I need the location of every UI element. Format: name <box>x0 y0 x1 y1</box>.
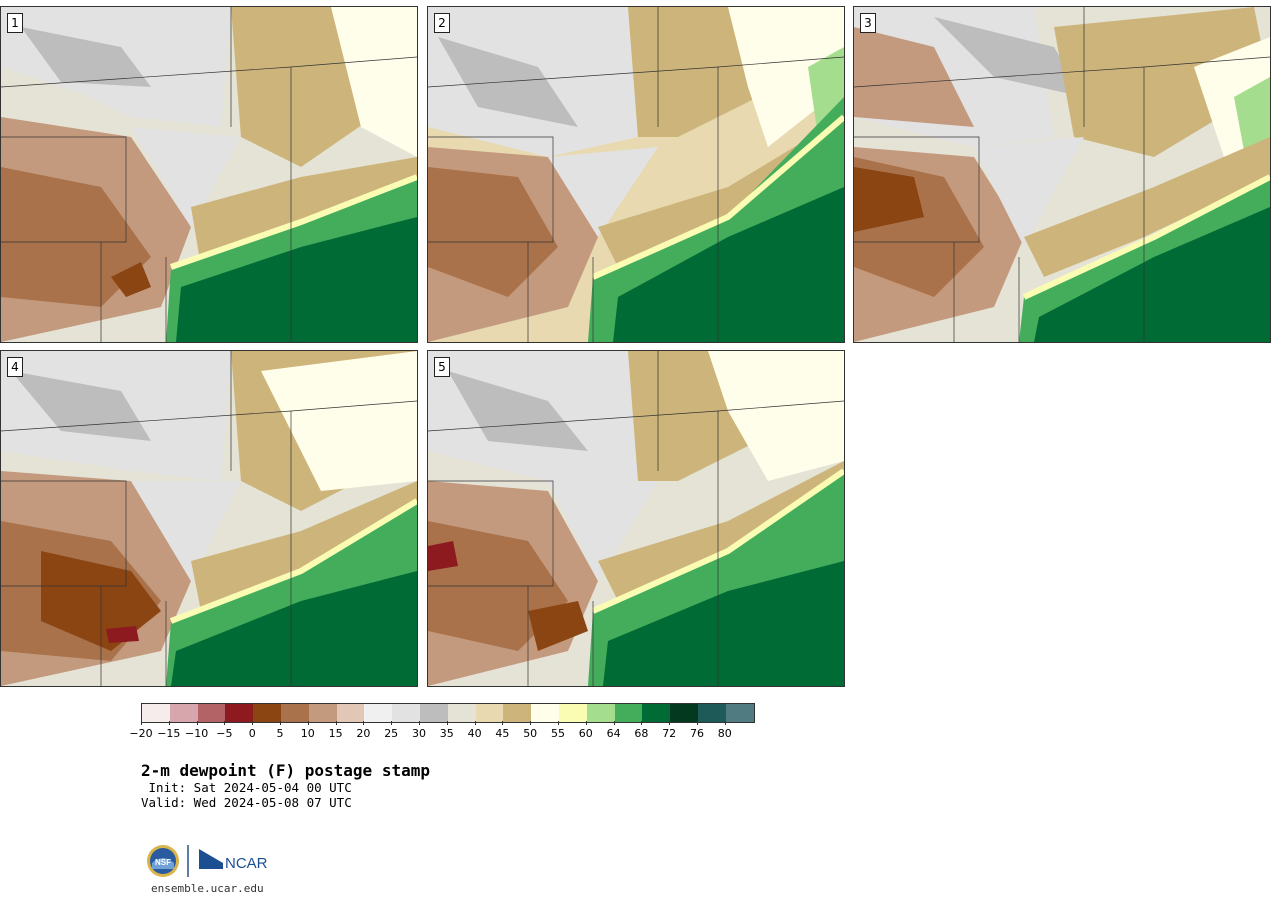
colorbar-tick-label: 35 <box>439 727 454 740</box>
colorbar-tick-label: 68 <box>634 727 649 740</box>
colorbar-tick-label: 5 <box>276 727 284 740</box>
colorbar-tick-label: −15 <box>157 727 181 740</box>
colorbar-tick-mark <box>697 721 698 725</box>
colorbar-tick-label: 72 <box>662 727 677 740</box>
colorbar-tick-label: 50 <box>523 727 538 740</box>
colorbar-tick-mark <box>585 721 587 725</box>
colorbar-swatch <box>419 704 448 722</box>
colorbar-tick-label: 15 <box>328 727 343 740</box>
colorbar-tick-mark <box>224 721 226 725</box>
colorbar-swatch <box>697 704 726 722</box>
stamp-panel-3: 3 <box>853 6 1271 343</box>
colorbar-swatch <box>614 704 643 722</box>
stamp-panel-2: 2 <box>427 6 845 343</box>
colorbar-tick-mark <box>419 721 420 725</box>
colorbar-tick-mark <box>280 721 281 725</box>
colorbar-tick-label: 64 <box>606 727 621 740</box>
colorbar-swatch <box>392 704 420 722</box>
stamp-panel-4: 4 <box>0 350 418 687</box>
colorbar-tick-mark <box>363 721 365 725</box>
colorbar-tick-label: 30 <box>412 727 426 740</box>
colorbar-tick-label: 55 <box>551 727 565 740</box>
colorbar-tick-mark <box>641 721 643 725</box>
panel-number: 2 <box>434 13 450 33</box>
colorbar-swatch <box>642 704 671 722</box>
dewpoint-map <box>1 351 417 686</box>
colorbar-tick-label: 20 <box>356 727 371 740</box>
colorbar-swatch <box>253 704 281 722</box>
colorbar-tick-mark <box>391 721 393 725</box>
colorbar-tick-mark <box>530 721 532 725</box>
dewpoint-map <box>1 7 417 342</box>
colorbar-swatch <box>142 704 170 722</box>
logo-ncar-text: NCAR <box>225 855 268 872</box>
colorbar-swatch <box>336 704 365 722</box>
colorbar-tick-label: −10 <box>184 727 209 740</box>
colorbar-tick-mark <box>724 721 726 725</box>
colorbar-tick-mark <box>558 721 559 725</box>
colorbar-tick-mark <box>335 721 337 725</box>
stamp-panel-1: 1 <box>0 6 418 343</box>
colorbar-swatch <box>280 704 309 722</box>
dewpoint-map <box>854 7 1270 342</box>
colorbar-tick-mark <box>502 721 504 725</box>
colorbar-swatch <box>670 704 698 722</box>
colorbar-tick-label: 10 <box>300 727 315 740</box>
panel-number: 4 <box>7 357 23 377</box>
colorbar-tick-mark <box>141 721 142 725</box>
dewpoint-map <box>428 351 844 686</box>
nsf-ncar-logo: NSF NCAR <box>145 843 275 879</box>
colorbar-swatch <box>447 704 476 722</box>
colorbar-tick-mark <box>252 721 254 725</box>
colorbar-tick-label: −5 <box>216 727 233 740</box>
stamp-panel-5: 5 <box>427 350 845 687</box>
colorbar-tick-mark <box>307 721 309 725</box>
panel-number: 3 <box>860 13 876 33</box>
colorbar-tick-label: 0 <box>248 727 256 740</box>
init-time: Init: Sat 2024-05-04 00 UTC <box>141 780 352 795</box>
colorbar-tick-mark <box>474 721 476 725</box>
colorbar-tick-label: 40 <box>467 727 482 740</box>
colorbar-swatch <box>364 704 393 722</box>
colorbar-swatch <box>225 704 254 722</box>
colorbar-tick-label: 25 <box>384 727 399 740</box>
colorbar-tick-label: 60 <box>578 727 593 740</box>
website-url: ensemble.ucar.edu <box>151 882 264 895</box>
colorbar-tick-mark <box>196 721 198 725</box>
colorbar-swatch <box>558 704 587 722</box>
colorbar-swatch <box>475 704 504 722</box>
colorbar-swatch <box>725 704 754 722</box>
colorbar-tick-label: 80 <box>717 727 732 740</box>
colorbar-swatch <box>197 704 226 722</box>
dewpoint-map <box>428 7 844 342</box>
colorbar-swatch <box>308 704 337 722</box>
colorbar-swatch <box>169 704 198 722</box>
colorbar-swatch <box>586 704 615 722</box>
colorbar-swatch <box>503 704 532 722</box>
colorbar-tick-mark <box>168 721 170 725</box>
panel-number: 5 <box>434 357 450 377</box>
valid-time: Valid: Wed 2024-05-08 07 UTC <box>141 795 352 810</box>
colorbar <box>141 703 755 723</box>
colorbar-tick-mark <box>613 721 615 725</box>
colorbar-swatch <box>531 704 559 722</box>
logo-nsf-text: NSF <box>155 858 171 867</box>
colorbar-tick-label: 45 <box>495 727 510 740</box>
chart-title: 2-m dewpoint (F) postage stamp <box>141 761 430 780</box>
panel-number: 1 <box>7 13 23 33</box>
colorbar-tick-label: −20 <box>129 727 153 740</box>
colorbar-tick-label: 76 <box>690 727 704 740</box>
colorbar-tick-mark <box>446 721 448 725</box>
colorbar-tick-mark <box>669 721 671 725</box>
